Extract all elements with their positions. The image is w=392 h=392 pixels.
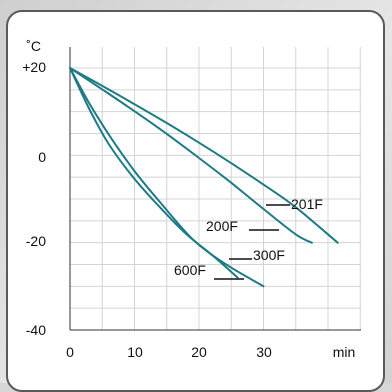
series-line-201f (69, 67, 339, 244)
series-line-600f (69, 67, 265, 288)
x-tick-30: 30 (256, 344, 272, 360)
series-group (69, 67, 339, 288)
grid (69, 47, 361, 331)
series-line-300f (69, 67, 239, 279)
x-tick-20: 20 (191, 344, 207, 360)
series-line-200f (69, 67, 313, 244)
y-tick-0: 0 (38, 149, 46, 165)
y-tick-minus20: -20 (26, 233, 46, 249)
label-201f: 201F (291, 196, 323, 212)
x-axis-unit: min (333, 344, 356, 360)
y-axis-unit: ˚C (26, 38, 41, 54)
x-tick-10: 10 (127, 344, 143, 360)
label-200f: 200F (206, 218, 238, 234)
axes (69, 47, 361, 331)
label-600f: 600F (174, 262, 206, 278)
y-tick-plus20: +20 (22, 59, 46, 75)
chart: 0 10 20 30 min +20 0 -20 -40 ˚C 201F 200… (22, 38, 361, 360)
label-300f: 300F (253, 247, 285, 263)
y-tick-minus40: -40 (26, 322, 46, 338)
x-tick-0: 0 (66, 344, 74, 360)
chart-card (6, 10, 385, 392)
